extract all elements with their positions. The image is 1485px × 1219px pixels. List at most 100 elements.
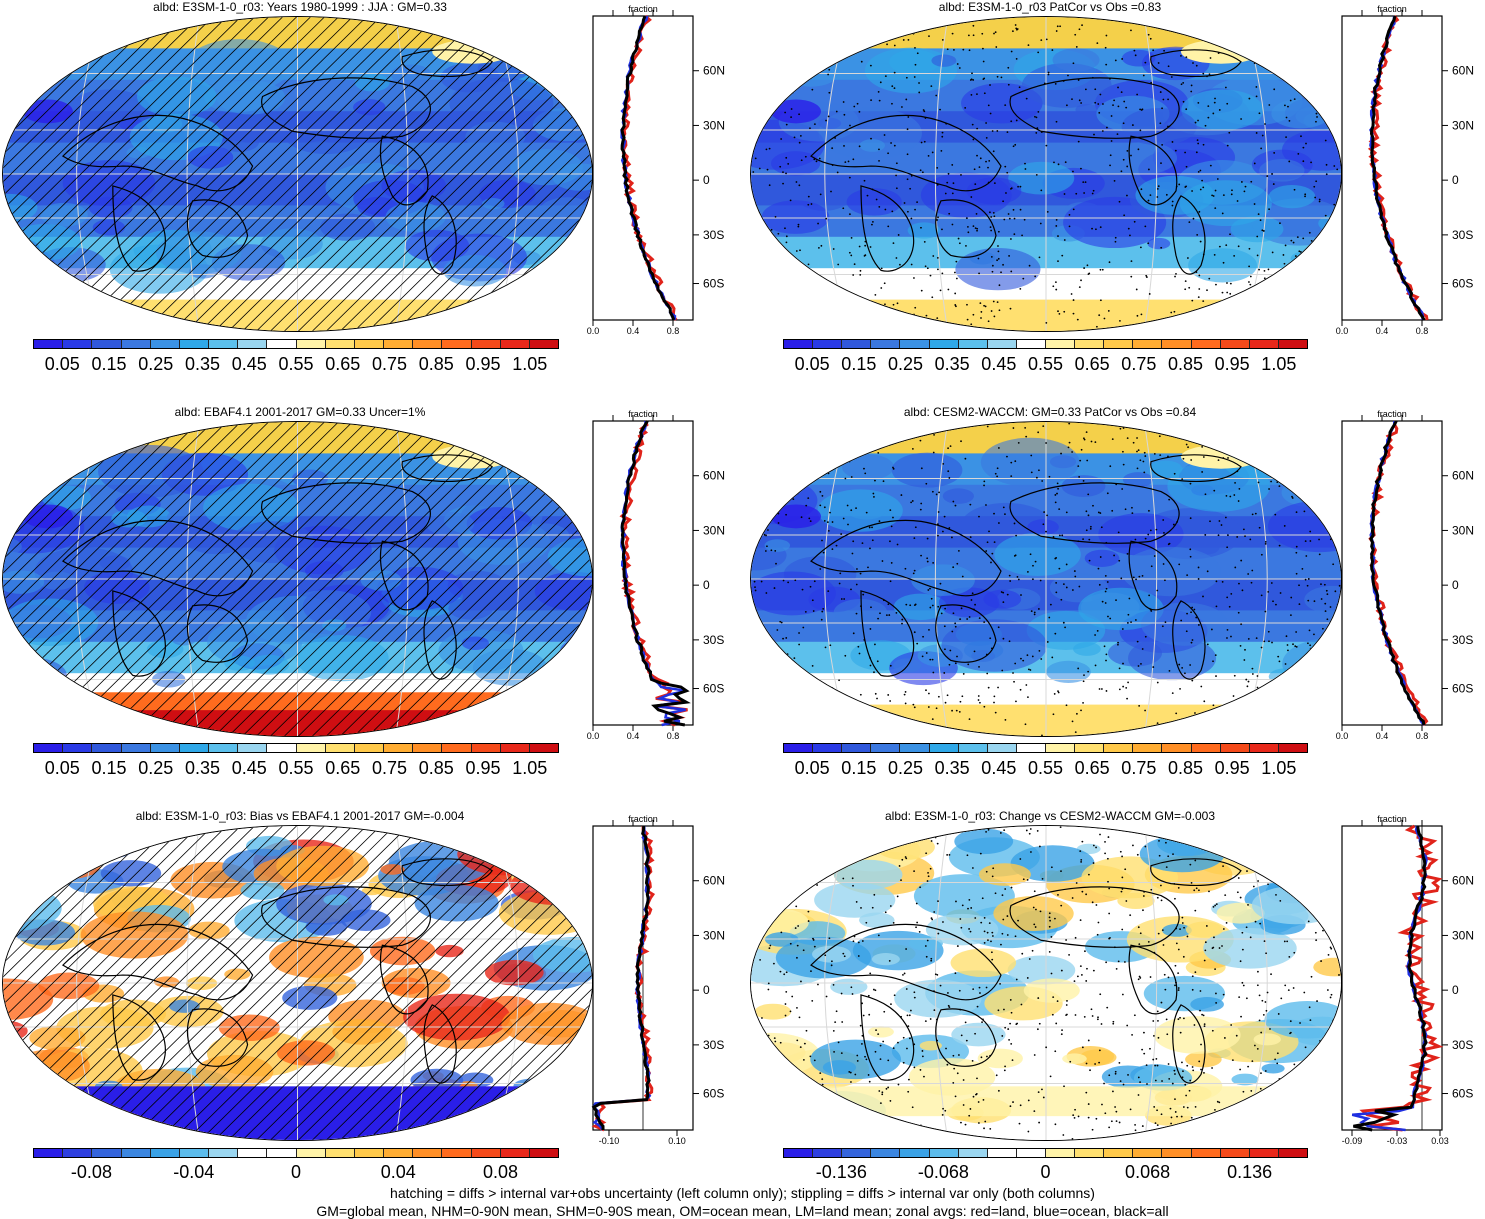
zonal-tick: 0.0 [1336,326,1349,336]
colorbar-label: 1.05 [512,354,548,374]
zonal-tick: 0.8 [667,326,680,336]
colorbar-label: 0.45 [231,758,267,778]
colorbar-label: 0.75 [371,758,408,778]
lat-tick: 60N [1452,469,1474,483]
lat-tick: 30N [1452,523,1474,537]
colorbar-label: 0.15 [91,758,127,778]
colorbar-label: 0.75 [371,354,408,374]
zonal-plot: fraction 60N 30N 0 30S 60S 0.0 0.4 0.8 [1336,4,1485,340]
zonal-plot: fraction 60N 30N 0 30S 60S -0.09 -0.03 0.03 [1341,814,1485,1150]
lat-tick: 30N [1452,118,1474,132]
colorbar-labels: -0.08 -0.04 0 0.04 0.08 [33,1162,559,1182]
lat-tick: 0 [703,983,710,997]
colorbar-label: 0.85 [1167,758,1204,778]
lat-tick: 60S [1452,1087,1473,1101]
lat-tick: 30S [1452,1038,1473,1052]
zonal-title: fraction [628,4,658,14]
colorbar-label: 0.75 [1121,758,1157,778]
colorbar-label: 1.05 [1261,354,1297,374]
colorbar-label: 0 [1040,1162,1051,1182]
zonal-title: fraction [628,814,658,824]
map [2,421,593,737]
map-svg [751,826,1341,1140]
colorbar-label: 0.05 [44,354,80,374]
zonal-tick: 0.8 [667,731,680,741]
panel-title: albd: E3SM-1-0_r03: Bias vs EBAF4.1 2001… [135,809,465,823]
map-svg [751,17,1341,331]
zonal-tick: -0.09 [1342,1136,1363,1146]
zonal-plot: fraction 60N 30N 0 30S 60S 0.0 0.4 0.8 [587,409,743,745]
panel-title: albd: CESM2-WACCM: GM=0.33 PatCor vs Obs… [903,405,1197,419]
lat-tick: 60N [703,469,725,483]
colorbar-label: 0.85 [418,758,454,778]
colorbar-label: 0.25 [138,758,174,778]
lat-tick: 30N [1452,928,1474,942]
colorbar-label: 0.45 [981,354,1017,374]
zonal-tick: 0.8 [1416,326,1429,336]
panel-title: albd: E3SM-1-0_r03: Years 1980-1999 : JJ… [153,0,447,14]
colorbar-label: 0.35 [934,354,970,374]
map-svg [3,422,592,736]
colorbar [783,743,1308,753]
lat-tick: 60N [1452,64,1474,78]
zonal-tick: 0.0 [587,326,600,336]
lat-tick: 0 [703,173,710,187]
colorbar-label: -0.068 [917,1162,969,1182]
colorbar-label: 0.25 [138,354,174,374]
colorbar-label: 0.15 [841,758,877,778]
lat-tick: 0 [1452,173,1459,187]
panel-title: albd: E3SM-1-0_r03 PatCor vs Obs =0.83 [938,0,1162,14]
lat-tick: 60N [703,874,725,888]
colorbar-labels: -0.136 -0.068 0 0.068 0.136 [783,1162,1308,1182]
colorbar-label: -0.08 [70,1162,112,1182]
colorbar-label: 1.05 [512,758,548,778]
map-svg [751,422,1341,736]
zonal-tick: 0.0 [1336,731,1349,741]
zonal-tick: -0.03 [1387,1136,1408,1146]
colorbar-label: 1.05 [1261,758,1297,778]
zonal-tick: -0.10 [599,1136,620,1146]
zonal-title: fraction [1377,814,1407,824]
lat-tick: 60N [703,64,725,78]
colorbar-labels: 0.05 0.15 0.25 0.35 0.45 0.55 0.65 0.75 0.85 0.95… [783,354,1308,374]
map [750,825,1342,1141]
panel-title: albd: E3SM-1-0_r03: Change vs CESM2-WACC… [884,809,1215,823]
colorbar-label: 0.45 [981,758,1017,778]
panel-title: albd: EBAF4.1 2001-2017 GM=0.33 Uncer=1% [174,405,426,419]
lat-tick: 60S [703,277,724,291]
colorbar-label: 0.75 [1121,354,1157,374]
lat-tick: 30S [703,228,724,242]
colorbar-label: 0.95 [465,758,501,778]
zonal-tick: 0.03 [1431,1136,1449,1146]
colorbar-label: 0.85 [1167,354,1204,374]
colorbar-label: 0.65 [325,758,361,778]
zonal-title: fraction [628,409,658,419]
colorbar-label: 0.35 [184,758,221,778]
zonal-plot: fraction 60N 30N 0 30S 60S 0.0 0.4 0.8 [1336,409,1485,745]
colorbar-label: 0.55 [1027,354,1064,374]
colorbar-label: 0.35 [184,354,221,374]
lat-tick: 0 [703,578,710,592]
zonal-tick: 0.4 [1376,731,1389,741]
colorbar [783,1148,1308,1158]
lat-tick: 30S [1452,633,1473,647]
map [2,825,593,1141]
colorbar-label: 0.65 [1074,354,1110,374]
lat-tick: 0 [1452,983,1459,997]
colorbar-label: -0.04 [173,1162,215,1182]
colorbar-label: 0.65 [325,354,361,374]
colorbar-label: 0.05 [794,354,830,374]
colorbar-label: -0.136 [815,1162,867,1182]
map [750,421,1342,737]
colorbar-label: 0.95 [1214,354,1250,374]
lat-tick: 30S [703,633,724,647]
colorbar-label: 0.45 [231,354,267,374]
footer-line-1: hatching = diffs > internal var+obs unce… [390,1185,1095,1201]
map [750,16,1342,332]
colorbar [33,1148,559,1158]
colorbar-labels: 0.05 0.15 0.25 0.35 0.45 0.55 0.65 0.75 0.85 0.95… [783,758,1308,778]
zonal-title: fraction [1377,409,1407,419]
colorbar-label: 0.35 [934,758,970,778]
colorbar-label: 0.25 [887,758,924,778]
colorbar-label: 0.136 [1227,1162,1273,1182]
